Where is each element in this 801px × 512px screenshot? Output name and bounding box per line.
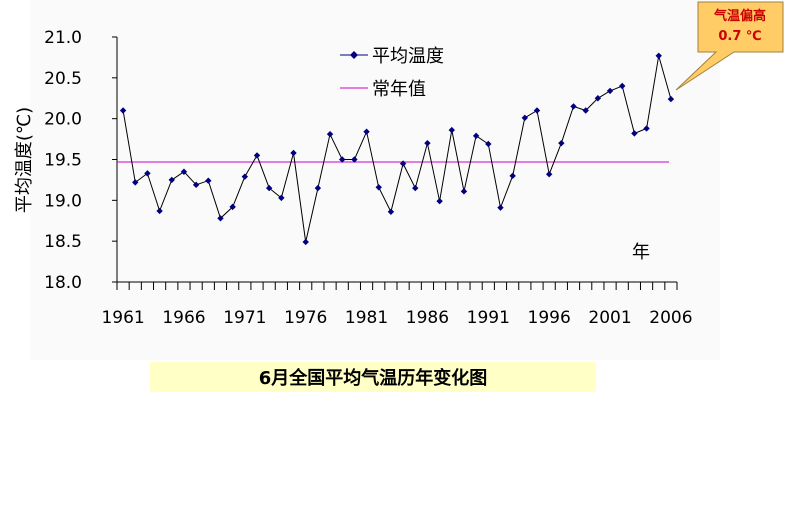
data-point bbox=[643, 125, 650, 132]
data-point bbox=[667, 95, 675, 103]
data-point bbox=[375, 184, 382, 191]
data-point bbox=[217, 215, 224, 222]
x-axis-label: 年 bbox=[632, 242, 650, 263]
data-point bbox=[521, 114, 529, 122]
y-tick-label: 20.0 bbox=[44, 110, 82, 130]
data-point bbox=[558, 139, 565, 147]
data-point bbox=[545, 171, 553, 178]
data-point bbox=[205, 177, 212, 184]
legend-baseline-label: 常年值 bbox=[372, 79, 426, 100]
callout-text-line2: 0.7 ℃ bbox=[718, 29, 761, 44]
data-point bbox=[387, 208, 395, 215]
data-point bbox=[314, 184, 322, 192]
x-tick-label: 2001 bbox=[588, 308, 631, 328]
data-point bbox=[132, 179, 139, 186]
data-point bbox=[351, 156, 358, 163]
y-tick-label: 21.0 bbox=[44, 28, 82, 48]
data-point bbox=[606, 87, 614, 95]
data-point bbox=[460, 188, 468, 195]
series-layer bbox=[117, 52, 675, 246]
data-point bbox=[144, 170, 151, 177]
data-point bbox=[290, 149, 297, 157]
legend: 平均温度 常年值 bbox=[340, 46, 444, 100]
x-tick-label: 1971 bbox=[223, 308, 266, 328]
data-point bbox=[363, 128, 370, 135]
data-point bbox=[655, 52, 662, 59]
data-point bbox=[485, 140, 492, 148]
data-point bbox=[156, 207, 163, 215]
data-point bbox=[448, 126, 455, 134]
data-point bbox=[229, 203, 236, 211]
data-point bbox=[594, 95, 602, 102]
y-tick-label: 18.5 bbox=[44, 232, 82, 252]
data-point bbox=[168, 176, 175, 184]
y-tick-label: 20.5 bbox=[44, 69, 82, 89]
x-tick-label: 1991 bbox=[467, 308, 510, 328]
x-tick-label: 2006 bbox=[649, 308, 692, 328]
data-point bbox=[509, 172, 516, 180]
data-point bbox=[424, 139, 431, 147]
data-point bbox=[119, 107, 127, 114]
series-line bbox=[122, 55, 672, 243]
data-point bbox=[192, 181, 200, 189]
data-point bbox=[339, 156, 346, 163]
legend-series-label: 平均温度 bbox=[372, 46, 444, 67]
data-point bbox=[533, 107, 541, 114]
data-point bbox=[253, 152, 261, 159]
x-tick-label: 1966 bbox=[162, 308, 205, 328]
data-point bbox=[302, 238, 309, 246]
y-tick-label: 18.0 bbox=[44, 273, 82, 293]
chart-title: 6月全国平均气温历年变化图 bbox=[150, 362, 596, 392]
x-tick-label: 1996 bbox=[528, 308, 571, 328]
data-point bbox=[241, 173, 249, 180]
y-tick-label: 19.0 bbox=[44, 191, 82, 211]
data-point bbox=[180, 168, 188, 175]
x-tick-label: 1981 bbox=[345, 308, 388, 328]
x-tick-label: 1976 bbox=[284, 308, 327, 328]
callout-text-line1: 气温偏高 bbox=[714, 8, 766, 24]
y-axis-label: 平均温度(℃) bbox=[14, 107, 35, 213]
data-point bbox=[278, 194, 285, 202]
data-point bbox=[570, 103, 577, 110]
y-tick-label: 19.5 bbox=[44, 151, 82, 171]
data-point bbox=[265, 184, 273, 192]
callout-shape bbox=[675, 1, 784, 91]
data-point bbox=[631, 130, 638, 137]
plot-background bbox=[30, 0, 720, 360]
data-point bbox=[399, 160, 407, 167]
data-point bbox=[582, 107, 589, 114]
data-point bbox=[412, 184, 419, 192]
data-point bbox=[497, 204, 504, 211]
axes: 18.0 18.5 19.0 19.5 20.0 20.5 21.0 1961 1966 1971… bbox=[44, 28, 692, 328]
x-tick-label: 1986 bbox=[406, 308, 449, 328]
data-point bbox=[326, 130, 334, 138]
data-point bbox=[619, 82, 626, 90]
legend-series-marker bbox=[350, 51, 358, 59]
annotation-callout: 气温偏高 0.7 ℃ bbox=[675, 1, 784, 91]
data-point bbox=[472, 132, 480, 140]
x-tick-label: 1961 bbox=[101, 308, 144, 328]
data-point bbox=[436, 197, 443, 205]
